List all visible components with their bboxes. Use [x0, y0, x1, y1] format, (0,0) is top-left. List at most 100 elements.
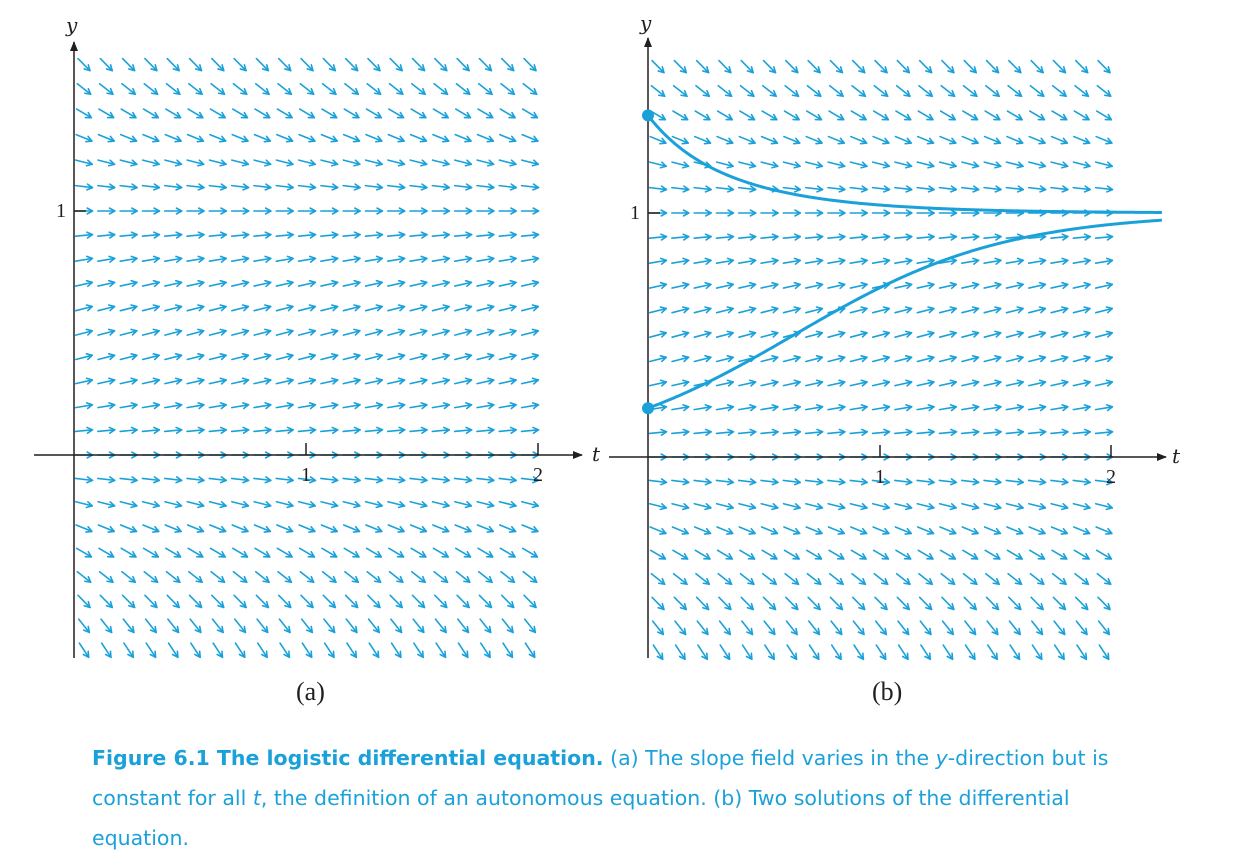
- slope-arrow-b-15-16: [1005, 281, 1024, 290]
- slope-arrow-b-4-17: [1028, 549, 1046, 560]
- slope-arrow-a-4-19: [499, 547, 516, 558]
- slope-arrow-a-19-14: [386, 183, 406, 191]
- slope-arrow-a-16-4: [164, 255, 183, 263]
- slope-arrow-a-21-7: [231, 133, 249, 143]
- slope-arrow-b-20-4: [738, 161, 757, 169]
- slope-arrow-a-21-11: [320, 133, 338, 143]
- slope-arrow-a-6-5: [186, 500, 205, 509]
- slope-arrow-b-14-15: [983, 306, 1002, 314]
- slope-arrow-a-0-12: [346, 642, 358, 659]
- slope-arrow-b-16-19: [1072, 257, 1091, 265]
- slope-arrow-a-21-16: [432, 133, 450, 143]
- slope-arrow-b-11-12: [916, 379, 935, 387]
- slope-arrow-b-4-13: [939, 549, 957, 560]
- slope-arrow-a-16-17: [453, 255, 473, 263]
- slope-arrow-b-11-3: [715, 379, 734, 387]
- slope-arrow-b-3-8: [828, 572, 844, 586]
- slope-arrow-b-9-15: [983, 428, 1002, 436]
- slope-arrow-a-5-10: [298, 524, 316, 533]
- solution-curve-1: [646, 114, 1162, 214]
- slope-arrow-a-2-17: [456, 594, 470, 609]
- slope-arrow-b-16-4: [738, 257, 757, 265]
- slope-arrow-b-14-14: [961, 306, 980, 314]
- slope-arrow-a-0-18: [479, 642, 491, 659]
- slope-arrow-a-16-13: [364, 255, 384, 263]
- slope-arrow-a-19-15: [409, 183, 428, 191]
- slope-arrow-a-3-17: [455, 570, 471, 584]
- slope-arrow-a-10-12: [342, 402, 361, 410]
- slope-arrow-a-24-8: [255, 57, 270, 72]
- slope-arrow-a-0-0: [78, 642, 90, 659]
- slope-arrow-b-24-9: [851, 59, 866, 74]
- slope-arrow-a-18-9: [275, 207, 295, 215]
- slope-arrow-b-16-20: [1094, 257, 1114, 265]
- slope-arrow-b-6-18: [1050, 502, 1069, 511]
- slope-arrow-b-22-14: [962, 110, 979, 121]
- slope-arrow-b-18-13: [938, 209, 958, 217]
- slope-arrow-a-13-8: [253, 328, 272, 336]
- slope-arrow-a-13-11: [320, 328, 339, 336]
- slope-arrow-a-2-0: [77, 594, 91, 609]
- slope-arrow-a-14-3: [141, 304, 160, 312]
- slope-arrow-a-9-7: [230, 426, 250, 434]
- slope-arrow-b-17-11: [894, 233, 913, 241]
- slope-arrow-a-20-9: [275, 159, 294, 167]
- slope-arrow-a-17-9: [275, 231, 294, 239]
- slope-arrow-a-24-4: [166, 57, 180, 72]
- slope-arrow-b-3-5: [762, 572, 777, 586]
- slope-arrow-b-1-16: [1008, 620, 1021, 636]
- slope-arrow-b-10-3: [715, 404, 735, 412]
- slope-arrow-a-14-11: [320, 304, 339, 312]
- slope-arrow-b-11-16: [1005, 379, 1024, 387]
- slope-arrow-b-2-7: [807, 596, 821, 611]
- slope-arrow-a-14-5: [186, 304, 205, 312]
- slope-arrow-a-9-17: [453, 426, 473, 434]
- slope-arrow-b-14-1: [671, 306, 690, 314]
- slope-arrow-a-22-14: [388, 108, 405, 119]
- slope-arrow-b-17-14: [960, 233, 980, 241]
- slope-arrow-a-4-4: [165, 547, 182, 558]
- slope-arrow-a-2-14: [389, 594, 403, 609]
- slope-arrow-b-6-13: [938, 502, 957, 511]
- slope-arrow-a-2-3: [144, 594, 158, 609]
- slope-arrow-b-4-12: [917, 549, 934, 560]
- slope-arrow-b-16-2: [693, 257, 712, 265]
- slope-arrow-a-6-8: [253, 500, 272, 509]
- slope-arrow-a-13-16: [431, 328, 450, 336]
- slope-arrow-a-24-17: [456, 57, 470, 72]
- slope-arrow-a-1-6: [211, 618, 224, 634]
- slope-arrow-a-4-11: [321, 547, 338, 558]
- slope-arrow-b-23-2: [695, 84, 711, 98]
- x-tick-label-a-1: 1: [301, 464, 311, 486]
- slope-arrow-a-3-15: [411, 570, 426, 584]
- slope-arrow-b-15-9: [849, 281, 868, 290]
- slope-arrow-b-21-20: [1095, 135, 1113, 145]
- slope-arrow-a-1-14: [390, 618, 403, 634]
- slope-arrow-a-14-14: [387, 304, 406, 312]
- slope-arrow-b-0-2: [697, 644, 709, 661]
- slope-arrow-b-11-15: [983, 379, 1002, 387]
- slope-arrow-b-22-2: [694, 110, 711, 121]
- slope-arrow-b-0-9: [853, 644, 865, 661]
- slope-arrow-b-17-18: [1050, 233, 1069, 241]
- slope-arrow-b-10-7: [804, 404, 824, 412]
- panel-b: t y 1 2 1 (b): [609, 11, 1181, 706]
- caption-text-2: -direction but is constant for all: [92, 746, 1109, 810]
- slope-arrow-a-21-5: [186, 133, 205, 143]
- slope-arrow-b-14-11: [894, 306, 913, 314]
- slope-arrow-b-24-0: [651, 59, 665, 74]
- slope-arrow-b-24-3: [718, 59, 732, 74]
- slope-arrow-a-23-16: [433, 82, 449, 96]
- slope-arrow-b-13-3: [715, 330, 734, 338]
- slope-arrow-a-21-15: [409, 133, 428, 143]
- slope-arrow-b-1-20: [1097, 620, 1111, 636]
- slope-arrow-b-7-20: [1094, 478, 1114, 486]
- slope-arrow-a-22-8: [254, 108, 271, 119]
- slope-arrow-a-20-14: [387, 159, 406, 167]
- slope-arrow-a-3-12: [344, 570, 360, 584]
- slope-arrow-b-24-10: [874, 59, 888, 74]
- slope-arrow-b-13-4: [738, 330, 757, 338]
- slope-arrow-b-2-12: [918, 596, 933, 611]
- slope-arrow-a-14-15: [409, 304, 428, 312]
- slope-arrow-a-14-7: [231, 304, 250, 312]
